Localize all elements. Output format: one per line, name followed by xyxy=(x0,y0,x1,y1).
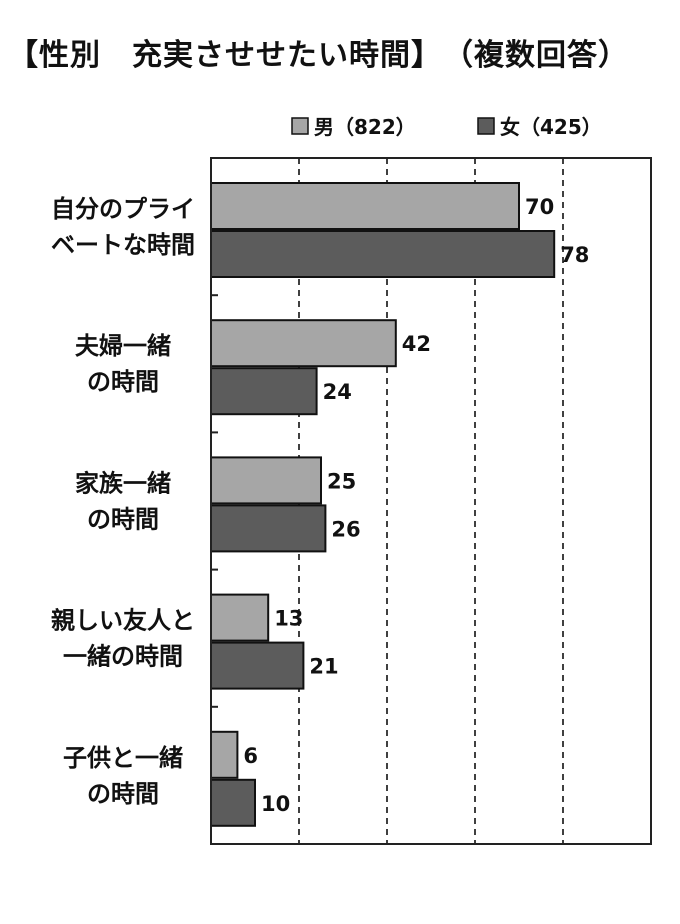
category-label: の時間 xyxy=(87,780,159,808)
value-label: 6 xyxy=(243,744,258,768)
category-label: の時間 xyxy=(87,368,159,396)
bars xyxy=(210,182,556,827)
bar xyxy=(210,182,520,230)
legend-label: 男（822） xyxy=(314,115,416,139)
category-label: ベートな時間 xyxy=(51,231,195,259)
bar xyxy=(210,367,318,416)
chart-title: 【性別 充実させせたい時間】 （複数回答） xyxy=(8,38,629,73)
value-label: 70 xyxy=(525,195,554,219)
legend-swatch xyxy=(291,117,309,135)
bar xyxy=(210,593,270,642)
category-label: 子供と一緒 xyxy=(63,744,183,772)
bar xyxy=(210,730,239,779)
bar xyxy=(210,230,556,278)
bar xyxy=(210,456,322,505)
category-label: 夫婦一緒 xyxy=(75,332,171,360)
category-label: 家族一緒 xyxy=(75,469,171,497)
value-label: 42 xyxy=(402,332,431,356)
plot-frame xyxy=(210,157,652,845)
value-label: 26 xyxy=(331,517,360,541)
legend-swatch xyxy=(477,117,495,135)
value-label: 25 xyxy=(327,469,356,493)
category-label: の時間 xyxy=(87,505,159,533)
value-label: 78 xyxy=(560,243,589,267)
bar xyxy=(210,641,305,690)
value-label: 24 xyxy=(323,380,352,404)
legend-label: 女（425） xyxy=(500,115,602,139)
labels: 7078自分のプライベートな時間4224夫婦一緒の時間2526家族一緒の時間13… xyxy=(51,195,589,816)
value-label: 21 xyxy=(309,655,338,679)
bar xyxy=(210,319,397,368)
category-label: 親しい友人と xyxy=(51,607,195,635)
category-label: 自分のプライ xyxy=(51,195,195,223)
legend: 男（822） 女（425） xyxy=(291,115,602,139)
bar xyxy=(210,504,327,553)
value-label: 10 xyxy=(261,792,290,816)
value-label: 13 xyxy=(274,607,303,631)
bar xyxy=(210,778,256,827)
category-label: 一緒の時間 xyxy=(63,643,183,671)
